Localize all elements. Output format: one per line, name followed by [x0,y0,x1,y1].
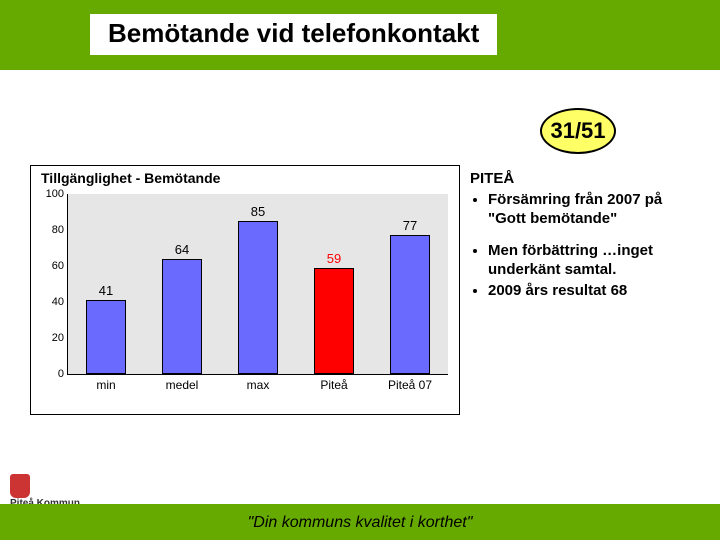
bar-group: 77Piteå 07 [372,194,448,374]
bar-value-label: 85 [238,204,278,219]
bar-group: 64medel [144,194,220,374]
bar-group: 85max [220,194,296,374]
notes-heading: PITEÅ [470,170,700,189]
y-tick-label: 0 [58,368,68,380]
x-category-label: Piteå 07 [372,374,448,392]
y-tick-label: 100 [46,188,68,200]
bar [238,221,278,374]
rank-badge: 31/51 [540,108,616,154]
bar-value-label: 41 [86,283,126,298]
x-category-label: min [68,374,144,392]
x-category-label: Piteå [296,374,372,392]
note-item: 2009 års resultat 68 [488,282,700,301]
footer-text: "Din kommuns kvalitet i korthet" [0,514,720,532]
bar-value-label: 77 [390,218,430,233]
bar [86,300,126,374]
crest-icon [10,474,30,498]
bar [390,235,430,374]
chart-plot: 02040608010041min64medel85max59Piteå77Pi… [67,194,448,375]
bar-value-label: 64 [162,242,202,257]
slide: Bemötande vid telefonkontakt 31/51 Tillg… [0,0,720,540]
bar-group: 41min [68,194,144,374]
notes-block: PITEÅ Försämring från 2007 på "Gott bemö… [470,170,700,315]
bar [162,259,202,374]
y-tick-label: 40 [52,296,68,308]
note-item: Men förbättring …inget underkänt samtal. [488,242,700,280]
note-item: Försämring från 2007 på "Gott bemötande" [488,191,700,229]
notes-list-1: Försämring från 2007 på "Gott bemötande" [470,191,700,229]
logo: Piteå Kommun [10,474,100,504]
chart-title: Tillgänglighet - Bemötande [41,170,220,186]
y-tick-label: 60 [52,260,68,272]
notes-list-2: Men förbättring …inget underkänt samtal.… [470,242,700,300]
y-tick-label: 80 [52,224,68,236]
bar-group: 59Piteå [296,194,372,374]
y-tick-label: 20 [52,332,68,344]
chart-frame: Tillgänglighet - Bemötande 0204060801004… [30,165,460,415]
x-category-label: medel [144,374,220,392]
bar-value-label: 59 [314,251,354,266]
page-title: Bemötande vid telefonkontakt [90,14,497,55]
x-category-label: max [220,374,296,392]
bar [314,268,354,374]
